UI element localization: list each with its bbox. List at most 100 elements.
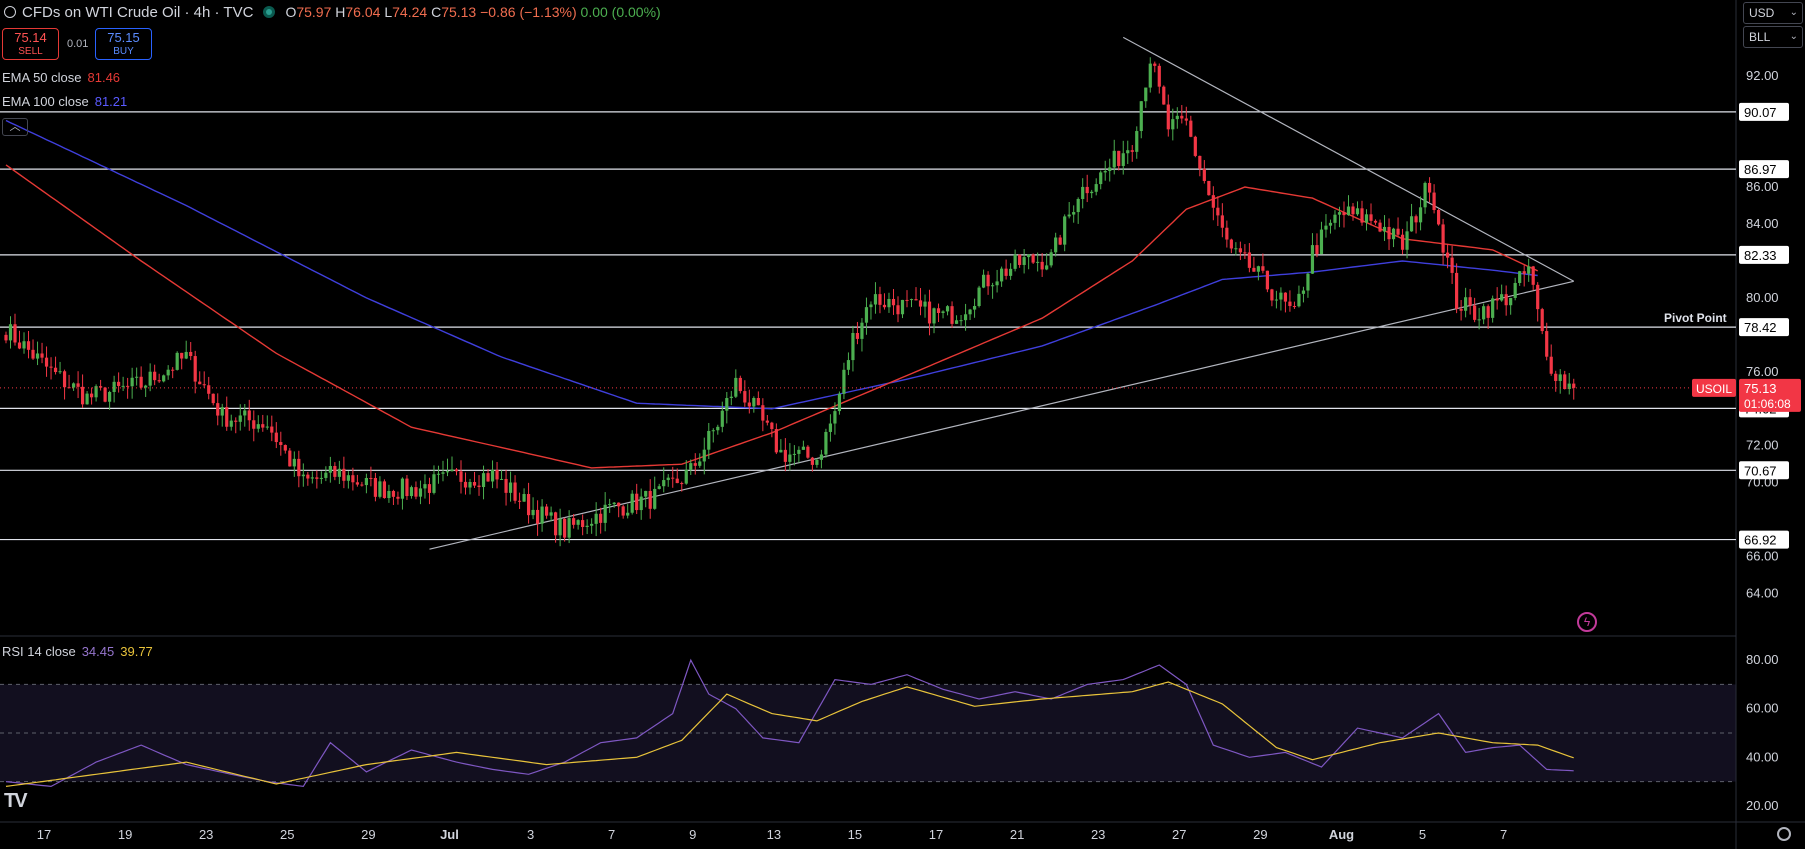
candle-body — [1072, 212, 1076, 215]
chevron-up-icon[interactable]: ︿ — [2, 118, 28, 136]
candle-body — [1418, 207, 1423, 223]
symbol-tag-label: USOIL — [1696, 382, 1732, 396]
candle-body — [1436, 209, 1441, 225]
candle-body — [1184, 118, 1188, 121]
candle-body — [585, 525, 589, 528]
candle-body — [364, 477, 368, 486]
candle-body — [238, 415, 242, 422]
candle-body — [1486, 306, 1490, 318]
candle-body — [243, 410, 247, 416]
candle-body — [707, 430, 711, 450]
candle-body — [427, 484, 432, 493]
candle-body — [459, 471, 463, 482]
time-tick-label: 23 — [199, 827, 213, 842]
rsi-tick-label: 80.00 — [1746, 652, 1779, 667]
candle-body — [626, 512, 630, 516]
candle-body — [80, 386, 85, 405]
candle-body — [797, 449, 801, 454]
candle-body — [342, 468, 346, 481]
candle-body — [229, 420, 233, 427]
candle-body — [49, 366, 53, 368]
candles — [4, 57, 1576, 547]
candle-body — [864, 307, 869, 323]
candle-body — [531, 509, 535, 516]
candle-body — [441, 472, 445, 474]
candle-body — [22, 341, 26, 349]
time-tick-label: 7 — [608, 827, 615, 842]
candle-body — [1243, 252, 1247, 254]
candle-body — [432, 474, 436, 493]
candle-body — [1500, 294, 1504, 301]
candle-body — [504, 478, 508, 493]
candle-body — [801, 446, 805, 450]
candle-body — [153, 371, 157, 381]
candle-body — [1054, 237, 1058, 253]
candle-body — [8, 324, 13, 341]
candle-body — [689, 463, 693, 470]
candle-body — [603, 504, 607, 523]
candle-body — [1572, 383, 1576, 388]
sell-button[interactable]: 75.14 SELL — [2, 28, 59, 60]
candle-body — [752, 397, 756, 407]
candle-body — [252, 420, 256, 429]
candle-body — [842, 369, 846, 394]
candle-body — [400, 478, 405, 499]
candle-body — [653, 488, 657, 509]
candle-body — [1202, 168, 1206, 181]
candle-body — [1378, 222, 1382, 232]
candle-body — [117, 381, 121, 386]
candle-body — [139, 376, 143, 388]
candle-body — [409, 487, 414, 497]
candle-body — [972, 306, 977, 310]
ema50-legend[interactable]: EMA 50 close 81.46 — [2, 70, 121, 85]
candle-body — [261, 424, 265, 428]
candle-body — [1414, 216, 1418, 223]
candle-body — [1211, 195, 1215, 208]
open-value: 75.97 — [296, 4, 332, 20]
candle-body — [1337, 212, 1342, 215]
candle-body — [67, 387, 71, 389]
level-label: 78.42 — [1744, 320, 1777, 335]
candle-body — [166, 369, 170, 376]
rsi-legend[interactable]: RSI 14 close 34.45 39.77 — [2, 644, 153, 659]
candle-body — [454, 469, 459, 472]
candle-body — [333, 465, 337, 477]
candle-body — [590, 523, 594, 526]
rsi-tick-label: 20.00 — [1746, 798, 1779, 813]
candle-body — [405, 478, 409, 497]
tradingview-logo-icon[interactable]: TV — [4, 790, 28, 812]
unit-select[interactable]: BLL ⌄ — [1743, 26, 1803, 48]
price-tick-label: 86.00 — [1746, 179, 1779, 194]
candle-body — [1153, 63, 1157, 66]
candle-body — [1509, 297, 1513, 306]
candle-body — [306, 474, 310, 479]
candle-body — [666, 477, 670, 481]
candle-body — [472, 482, 477, 486]
candle-body — [468, 482, 472, 488]
time-tick-label: Aug — [1329, 827, 1354, 842]
candle-body — [657, 486, 661, 489]
gear-icon[interactable] — [1777, 827, 1791, 841]
candle-body — [954, 320, 959, 324]
level-label-box — [1739, 102, 1789, 121]
candle-body — [950, 306, 954, 324]
ema100-legend[interactable]: EMA 100 close 81.21 — [2, 94, 128, 109]
candle-body — [1405, 231, 1409, 250]
buy-button[interactable]: 75.15 BUY — [95, 28, 152, 60]
symbol-title[interactable]: CFDs on WTI Crude Oil · 4h · TVC — [22, 3, 254, 21]
candle-body — [486, 473, 490, 482]
close-value: 75.13 — [441, 4, 477, 20]
candle-body — [1090, 191, 1094, 194]
candle-body — [198, 381, 202, 385]
candle-body — [1027, 254, 1031, 258]
candle-body — [1238, 248, 1242, 253]
level-label-box — [1739, 318, 1789, 337]
currency-select[interactable]: USD ⌄ — [1743, 2, 1803, 24]
candle-body — [99, 386, 103, 388]
candle-body — [594, 513, 598, 524]
level-label: 66.92 — [1744, 533, 1777, 548]
market-status-icon[interactable] — [263, 6, 276, 18]
lightning-icon[interactable]: ϟ — [1577, 612, 1597, 632]
candle-body — [747, 402, 751, 407]
